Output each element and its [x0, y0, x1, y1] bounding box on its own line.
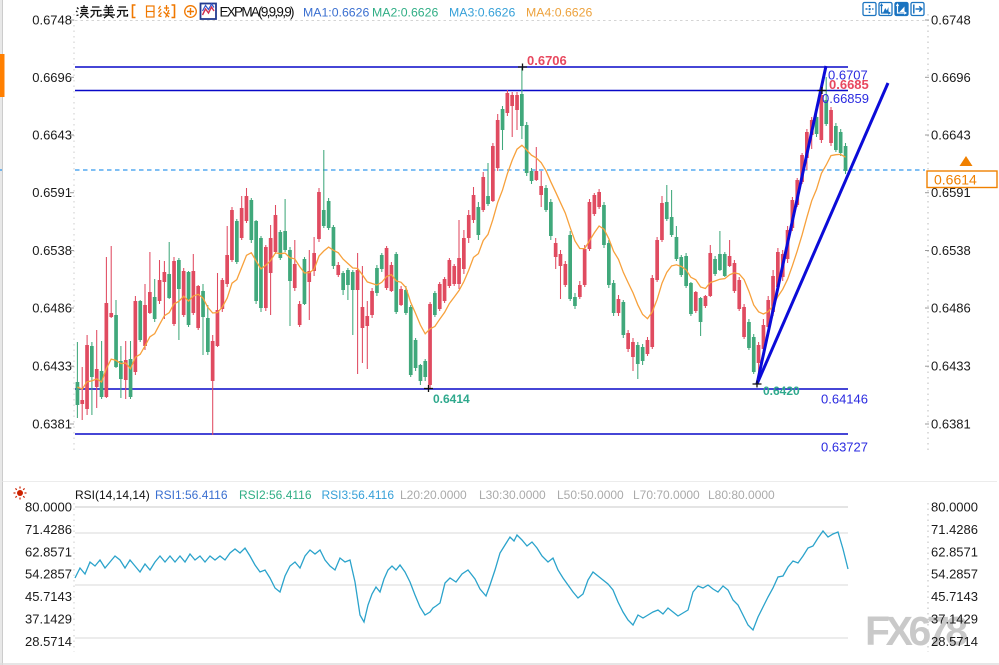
svg-text:45.7143: 45.7143: [931, 589, 978, 604]
svg-text:28.5714: 28.5714: [931, 634, 978, 649]
svg-text:0.66859: 0.66859: [822, 91, 869, 106]
svg-text:0.64146: 0.64146: [821, 392, 868, 407]
svg-text:L20:20.0000: L20:20.0000: [400, 488, 467, 502]
svg-text:45.7143: 45.7143: [25, 589, 72, 604]
svg-text:L80:80.0000: L80:80.0000: [708, 488, 775, 502]
svg-text:L70:70.0000: L70:70.0000: [633, 488, 700, 502]
svg-text:RSI(14,14,14): RSI(14,14,14): [75, 488, 150, 502]
svg-text:0.6685: 0.6685: [829, 77, 869, 92]
svg-text:0.6748: 0.6748: [931, 13, 971, 28]
svg-text:0.6433: 0.6433: [931, 359, 971, 374]
svg-text:0.6591: 0.6591: [931, 185, 971, 200]
svg-text:0.6414: 0.6414: [433, 392, 470, 406]
svg-text:0.6706: 0.6706: [527, 53, 567, 68]
svg-text:37.1429: 37.1429: [931, 612, 978, 627]
svg-text:0.6696: 0.6696: [32, 70, 72, 85]
svg-text:62.8571: 62.8571: [931, 544, 978, 559]
svg-text:54.2857: 54.2857: [931, 567, 978, 582]
svg-text:0.6748: 0.6748: [32, 13, 72, 28]
svg-text:80.0000: 80.0000: [931, 500, 978, 515]
svg-text:71.4286: 71.4286: [25, 522, 72, 537]
svg-text:RSI1:56.4116: RSI1:56.4116: [155, 488, 228, 502]
svg-text:37.1429: 37.1429: [25, 612, 72, 627]
svg-text:0.6381: 0.6381: [931, 417, 971, 432]
svg-text:80.0000: 80.0000: [25, 500, 72, 515]
svg-text:MA3:0.6626: MA3:0.6626: [449, 6, 515, 20]
svg-text:0.6614: 0.6614: [934, 172, 977, 188]
svg-text:62.8571: 62.8571: [25, 544, 72, 559]
svg-text:0.6591: 0.6591: [32, 185, 72, 200]
svg-text:0.6696: 0.6696: [931, 70, 971, 85]
svg-text:0.6643: 0.6643: [931, 128, 971, 143]
svg-text:0.6420: 0.6420: [763, 384, 800, 398]
svg-text:MA2:0.6626: MA2:0.6626: [372, 6, 438, 20]
svg-text:0.6538: 0.6538: [32, 243, 72, 258]
svg-text:28.5714: 28.5714: [25, 634, 72, 649]
svg-text:54.2857: 54.2857: [25, 567, 72, 582]
svg-text:0.6486: 0.6486: [931, 301, 971, 316]
svg-text:L50:50.0000: L50:50.0000: [557, 488, 624, 502]
svg-text:71.4286: 71.4286: [931, 522, 978, 537]
svg-text:0.6643: 0.6643: [32, 128, 72, 143]
svg-text:EXPMA(9,9,9,9): EXPMA(9,9,9,9): [220, 5, 295, 20]
svg-text:MA4:0.6626: MA4:0.6626: [526, 6, 592, 20]
svg-text:MA1:0.6626: MA1:0.6626: [303, 6, 369, 20]
svg-text:0.6707: 0.6707: [828, 68, 868, 83]
svg-text:0.6381: 0.6381: [32, 417, 72, 432]
svg-text:0.6486: 0.6486: [32, 301, 72, 316]
svg-text:RSI3:56.4116: RSI3:56.4116: [322, 488, 395, 502]
svg-text:0.6433: 0.6433: [32, 359, 72, 374]
svg-text:RSI2:56.4116: RSI2:56.4116: [239, 488, 312, 502]
svg-text:0.6538: 0.6538: [931, 243, 971, 258]
svg-text:FX678: FX678: [865, 608, 968, 654]
svg-text:0.63727: 0.63727: [821, 440, 868, 455]
svg-text:L30:30.0000: L30:30.0000: [479, 488, 546, 502]
